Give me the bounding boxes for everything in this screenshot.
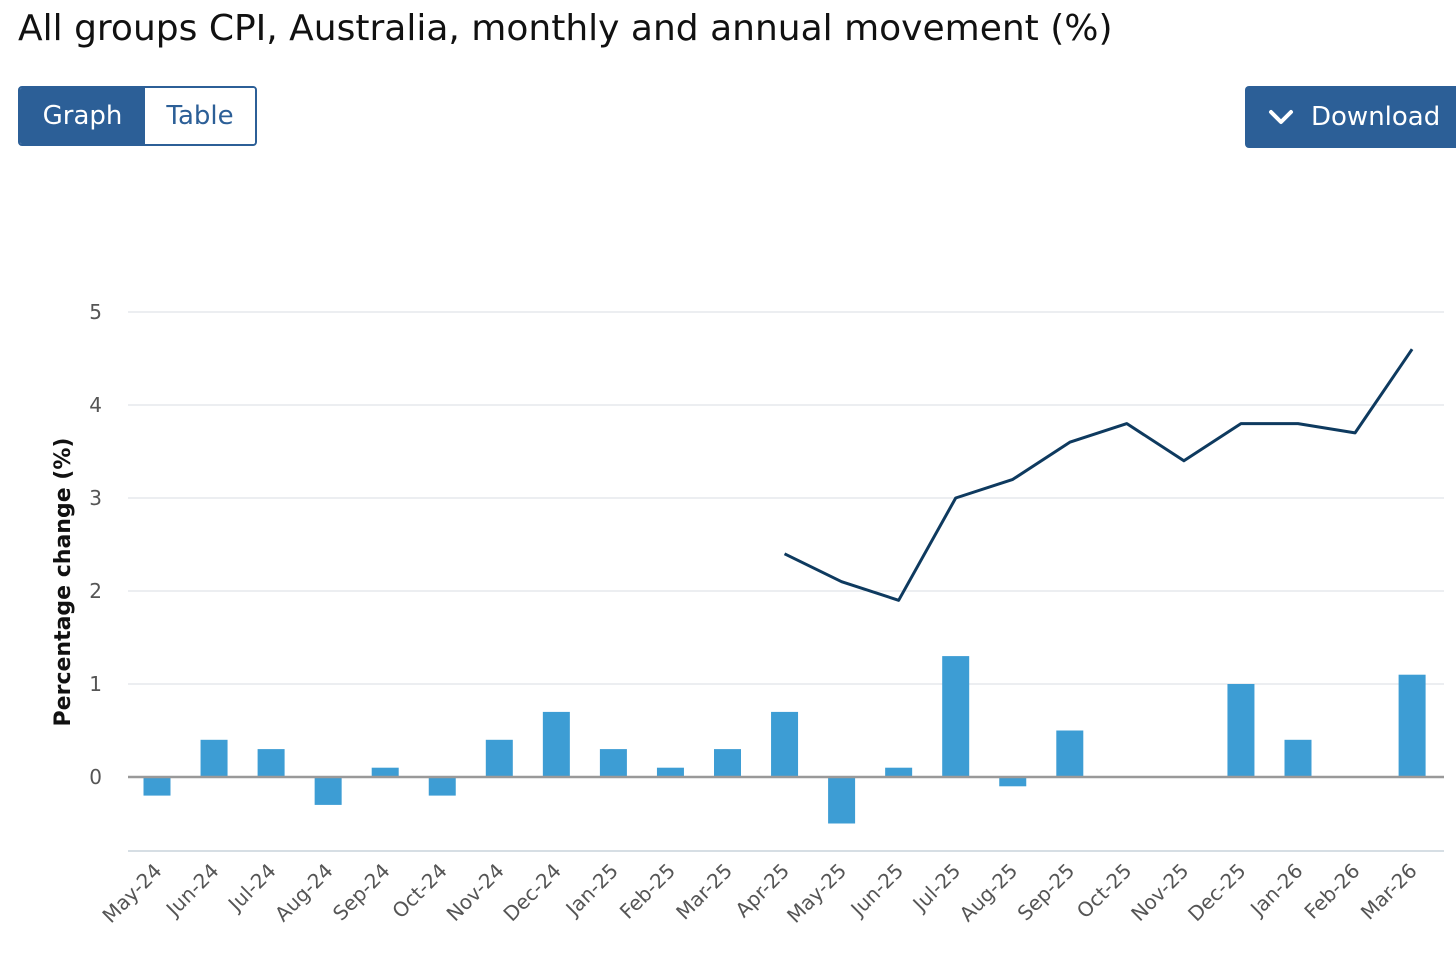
bar xyxy=(1056,730,1084,777)
y-tick-label: 3 xyxy=(89,486,102,510)
bar xyxy=(599,749,627,777)
bar xyxy=(542,711,570,777)
bar xyxy=(656,767,684,777)
x-tick-label: May-24 xyxy=(97,859,166,928)
bar xyxy=(314,777,342,805)
x-tick-label: Nov-24 xyxy=(442,859,509,926)
bar xyxy=(828,777,856,824)
page-title: All groups CPI, Australia, monthly and a… xyxy=(18,8,1113,49)
x-tick-label: Dec-25 xyxy=(1183,859,1250,926)
annual-movement-line xyxy=(783,348,1414,602)
x-tick-label: Mar-26 xyxy=(1356,859,1422,925)
line-layer xyxy=(783,348,1414,602)
x-tick-label: Mar-25 xyxy=(671,859,737,925)
bar xyxy=(1284,739,1312,777)
x-tick-label: Jun-25 xyxy=(845,859,909,923)
bar xyxy=(257,749,285,777)
bar xyxy=(1398,674,1426,777)
bar-layer xyxy=(143,656,1426,824)
chevron-down-icon xyxy=(1269,110,1293,124)
graph-tab[interactable]: Graph xyxy=(20,88,145,144)
bar xyxy=(428,777,456,796)
x-tick-label: Aug-24 xyxy=(270,859,338,927)
bar xyxy=(714,749,741,777)
bar xyxy=(771,711,799,777)
y-tick-label: 1 xyxy=(89,672,102,696)
x-tick-label: Nov-25 xyxy=(1126,859,1193,926)
x-tick-label: Jun-24 xyxy=(160,859,224,923)
y-tick-label: 4 xyxy=(89,393,102,417)
y-tick-label: 0 xyxy=(89,765,102,789)
x-tick-label: Dec-24 xyxy=(498,859,565,926)
x-tick-label: Jan-25 xyxy=(560,859,623,922)
x-tick-label: Feb-25 xyxy=(615,859,680,924)
table-tab[interactable]: Table xyxy=(145,88,255,144)
x-tick-label: Feb-26 xyxy=(1299,859,1364,924)
x-tick-label: Oct-25 xyxy=(1072,859,1137,924)
bar xyxy=(143,777,171,796)
y-tick-label: 5 xyxy=(89,300,102,324)
y-axis-label: Percentage change (%) xyxy=(51,438,76,727)
x-tick-label: Sep-24 xyxy=(328,859,395,926)
x-tick-label: Jan-26 xyxy=(1244,859,1307,922)
x-tick-label: Sep-25 xyxy=(1013,859,1080,926)
bar xyxy=(999,777,1027,787)
y-tick-label: 2 xyxy=(89,579,102,603)
download-button[interactable]: Download xyxy=(1245,86,1456,148)
view-toggle: Graph Table xyxy=(18,86,257,146)
x-tick-label: Oct-24 xyxy=(387,859,452,924)
grid-layer xyxy=(128,311,1444,685)
x-tick-label: Aug-25 xyxy=(955,859,1023,927)
download-label: Download xyxy=(1311,102,1441,132)
x-tick-label: May-25 xyxy=(782,859,851,928)
bar xyxy=(200,739,228,777)
bar xyxy=(1227,684,1255,777)
bar xyxy=(371,767,399,777)
bar xyxy=(485,739,513,777)
bar xyxy=(942,656,970,777)
bar xyxy=(885,767,913,777)
